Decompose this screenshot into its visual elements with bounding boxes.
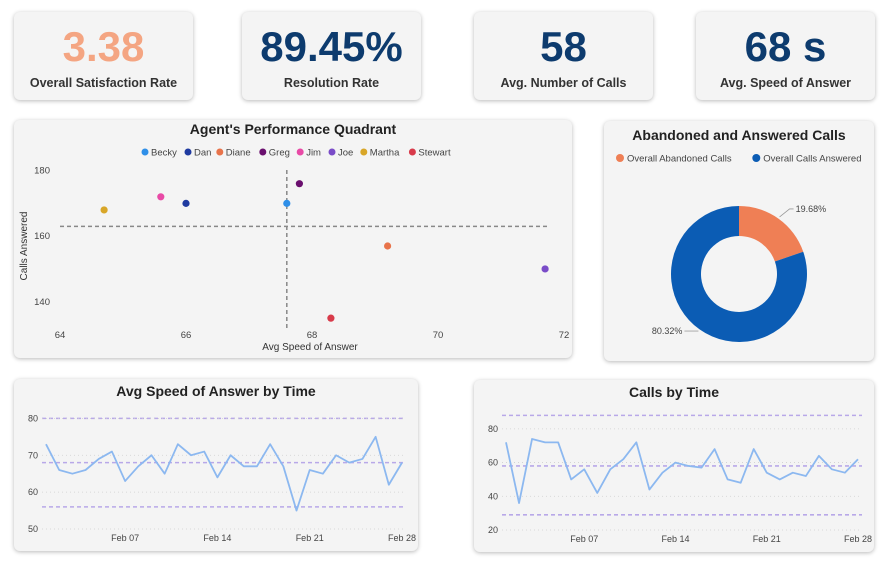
x-axis-label: Avg Speed of Answer — [262, 342, 358, 353]
legend-label: Jim — [306, 148, 321, 159]
data-point — [541, 265, 549, 273]
legend-marker — [752, 154, 761, 162]
slice-label: 19.68% — [796, 204, 827, 214]
x-tick-label: Feb 21 — [753, 534, 781, 544]
x-tick-label: Feb 14 — [661, 534, 689, 544]
kpi-label: Resolution Rate — [283, 76, 380, 90]
y-tick-label: 80 — [28, 413, 38, 423]
kpi-value: 89.45% — [260, 23, 403, 70]
kpi-label: Avg. Speed of Answer — [719, 76, 852, 90]
donut-chart: Abandoned and Answered Calls Overall Aban… — [616, 127, 862, 342]
calls-by-time-card: Calls by Time 20 40 60 80 Feb 07 Feb 14 Feb 21 F… — [474, 380, 874, 552]
chart-title: Agent's Performance Quadrant — [190, 121, 397, 137]
x-tick-label: 70 — [433, 330, 444, 341]
legend-label: Becky — [151, 148, 177, 159]
quadrant-chart: Agent's Performance Quadrant Becky Dan Dian… — [19, 121, 570, 353]
kpi-card-satisfaction: 3.38 Overall Satisfaction Rate — [14, 12, 193, 100]
x-tick-label: 72 — [559, 330, 570, 341]
y-tick-label: 70 — [28, 450, 38, 460]
legend-label: Overall Calls Answered — [763, 154, 861, 165]
chart-title: Avg Speed of Answer by Time — [116, 383, 316, 399]
data-point — [384, 242, 392, 250]
x-tick-label: Feb 28 — [388, 533, 416, 543]
legend-label: Greg — [269, 148, 290, 159]
x-tick-label: 64 — [55, 330, 66, 341]
kpi-card-resolution: 89.45% Resolution Rate — [242, 12, 421, 100]
kpi-label: Avg. Number of Calls — [500, 76, 627, 90]
legend-marker — [296, 148, 304, 156]
legend-label: Stewart — [418, 148, 451, 159]
series-line — [505, 438, 859, 504]
kpi-card-speed: 68 s Avg. Speed of Answer — [696, 12, 875, 100]
y-tick-label: 160 — [34, 231, 50, 242]
x-tick-label: Feb 28 — [844, 534, 872, 544]
y-tick-label: 40 — [488, 491, 498, 501]
legend-marker — [616, 154, 624, 162]
legend-label: Overall Abandoned Calls — [627, 154, 732, 165]
legend-label: Dan — [194, 148, 211, 159]
data-point — [283, 199, 291, 207]
calls-by-time-chart: Calls by Time 20 40 60 80 Feb 07 Feb 14 Feb 21 F… — [488, 384, 872, 544]
legend-marker — [259, 148, 267, 156]
y-tick-label: 60 — [488, 458, 498, 468]
legend-label: Diane — [226, 148, 251, 159]
legend-marker — [328, 148, 336, 156]
data-point — [295, 180, 303, 188]
quadrant-chart-card: Agent's Performance Quadrant Becky Dan Dian… — [14, 120, 572, 358]
kpi-value: 68 s — [744, 23, 827, 70]
y-tick-label: 180 — [34, 166, 50, 177]
chart-title: Abandoned and Answered Calls — [632, 127, 846, 143]
y-tick-label: 60 — [28, 487, 38, 497]
x-tick-label: Feb 07 — [111, 533, 139, 543]
y-tick-label: 20 — [488, 525, 498, 535]
legend-marker — [408, 148, 416, 156]
chart-title: Calls by Time — [629, 384, 719, 400]
x-tick-label: Feb 21 — [296, 533, 324, 543]
legend-marker — [360, 148, 368, 156]
speed-by-time-chart: Avg Speed of Answer by Time 50 60 70 80 Feb 0… — [28, 383, 416, 543]
legend-marker — [184, 148, 192, 156]
x-tick-label: Feb 14 — [203, 533, 231, 543]
y-tick-label: 140 — [34, 297, 50, 308]
data-point — [100, 206, 108, 214]
data-point — [327, 314, 335, 322]
x-tick-label: 68 — [307, 330, 318, 341]
donut-slice — [739, 206, 804, 262]
x-tick-label: 66 — [181, 330, 192, 341]
slice-label: 80.32% — [652, 326, 683, 336]
y-tick-label: 50 — [28, 524, 38, 534]
donut-chart-card: Abandoned and Answered Calls Overall Aban… — [604, 121, 874, 361]
x-tick-label: Feb 07 — [570, 534, 598, 544]
series-line — [45, 435, 403, 512]
y-tick-label: 80 — [488, 424, 498, 434]
label-leader-line — [779, 208, 794, 218]
legend-marker — [141, 148, 149, 156]
data-point — [182, 199, 190, 207]
y-axis-label: Calls Answered — [19, 212, 30, 281]
kpi-label: Overall Satisfaction Rate — [29, 76, 178, 90]
legend-marker — [216, 148, 224, 156]
kpi-value: 58 — [540, 23, 587, 70]
kpi-card-calls: 58 Avg. Number of Calls — [474, 12, 653, 100]
speed-by-time-card: Avg Speed of Answer by Time 50 60 70 80 Feb 0… — [14, 379, 418, 551]
data-point — [157, 193, 165, 201]
legend-label: Joe — [338, 148, 353, 159]
donut-slice — [671, 206, 807, 342]
kpi-value: 3.38 — [62, 23, 145, 70]
legend-label: Martha — [370, 148, 400, 159]
